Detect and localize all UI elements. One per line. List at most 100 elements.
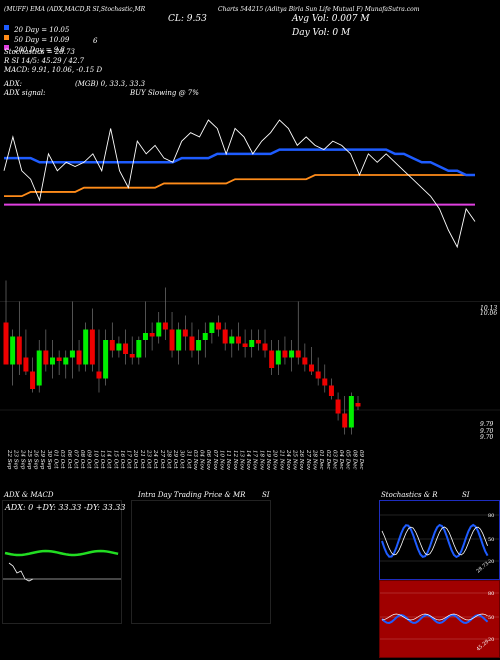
x-tick-label: 12 Nov [232,450,238,471]
x-tick-label: 27 Oct [159,449,165,469]
ema200-extra: 6 [93,37,98,45]
stoch-legend: Stochastics = 28.73 [4,48,75,56]
candle-body [162,322,168,330]
x-tick-label: 31 Oct [185,450,191,469]
price-label-upper-a: 10.13 [480,305,498,312]
candle-body [136,340,142,358]
intraday-panel [131,500,271,624]
candle-body [156,322,162,337]
macd-line [8,562,34,582]
x-tick-label: 04 Dec [338,450,344,470]
right-panel-title-right: SI [462,491,470,499]
x-tick-label: 30 Oct [179,450,185,469]
x-tick-label: 21 Oct [139,449,145,469]
x-tick-label: 20 Oct [132,449,138,469]
x-tick-label: 21 Nov [278,449,284,471]
candle-body [222,329,228,344]
candle-body [309,364,315,372]
ema20-line [4,148,475,177]
rsi-tick-label: 80 [488,591,494,597]
candle-body [176,329,182,351]
candle-body [322,378,328,386]
candle-body [49,357,55,365]
candle-body [242,343,248,347]
candle-body [56,357,62,361]
candle-body [275,350,281,365]
x-tick-label: 17 Oct [126,450,132,469]
candle-body [16,336,22,365]
x-tick-label: 23 Sep [13,449,19,470]
ema50-line [4,174,475,198]
x-tick-label: 05 Dec [345,450,351,470]
mid-panel-title-right: SI [262,491,270,499]
x-tick-label: 08 Dec [351,450,357,470]
candle-body [335,399,341,414]
stoch-d-line [381,526,488,556]
x-tick-label: 07 Nov [212,450,218,471]
x-tick-label: 14 Oct [106,450,112,469]
rsi-line [381,613,489,625]
rsi-signal-line [381,613,488,621]
x-tick-label: 03 Oct [59,450,65,469]
candle-body [43,350,49,365]
candle-body [189,336,195,351]
candle-body [30,371,36,389]
candle-body [23,357,29,372]
rsi-legend: R SI 14/5: 45.29 / 42.7 [4,57,85,65]
candle-body [269,350,275,368]
x-tick-label: 24 Nov [285,449,291,471]
x-tick-label: 28 Oct [165,449,171,469]
x-tick-label: 28 Nov [312,449,318,471]
candle-body [123,343,129,354]
candle-body [109,340,115,351]
x-tick-label: 19 Nov [265,450,271,471]
x-tick-label: 26 Nov [298,449,304,471]
stoch-corner-value: 28.73 [475,561,490,575]
candle-body [202,333,208,340]
candle-body [315,371,321,379]
candle-body [209,322,215,333]
price-label-lower-b: 9.70 [480,428,494,435]
rsi-corner-value: 45.29 [475,639,490,653]
candle-body [116,343,122,351]
candle-body [348,396,354,428]
mid-panel-title: Intra Day Trading Price & MR [138,491,246,499]
x-tick-label: 04 Nov [199,450,205,471]
adx-panel-values: ADX: 0 +DY: 33.33 -DY: 33.33 [5,503,126,512]
x-tick-label: 09 Oct [86,450,92,469]
candle-body [142,333,148,340]
candle-body [169,329,175,351]
adx-label: ADX: [4,80,23,88]
x-tick-label: 10 Nov [219,450,225,471]
candle-body [216,322,222,330]
candle-body [295,350,301,358]
price-chart: 22 Sep 23 Sep 24 Sep 25 Sep 26 Sep 29 Sep 30 S… [0,119,500,471]
adx-line [4,549,119,557]
x-tick-label: 30 Sep [46,450,52,470]
x-tick-label: 11 Nov [225,450,231,471]
price-label-lower-a: 9.79 [480,421,494,428]
candle-body [289,350,295,358]
candle-body [328,385,334,396]
x-tick-label: 03 Dec [331,450,337,470]
x-tick-label: 03 Nov [192,450,198,471]
x-tick-label: 27 Nov [305,449,311,471]
candle-body [342,413,348,428]
candle-body [96,371,102,379]
x-tick-label: 24 Sep [19,449,25,470]
x-tick-label: 14 Nov [245,450,251,471]
x-tick-label: 13 Oct [99,450,105,469]
right-panel-title: Stochastics & R [381,491,438,499]
x-tick-label: 10 Oct [92,450,98,469]
header-left-title: (MUFF) EMA (ADX,MACD,R SI,Stochastic,MR [4,6,146,13]
candle-body [103,340,109,379]
price-label-upper-b: 10.06 [480,310,498,317]
rsi-panel: 80 50 20 45.29 [379,580,500,658]
candle-body [10,336,16,365]
rsi-tick-label: 20 [488,637,494,643]
ema50-legend: 50 Day = 10.09 [4,27,69,46]
candle-body [76,350,82,365]
x-tick-label: 17 Nov [252,450,258,471]
candle-body [262,343,268,351]
header-chart-code: Charts 544215 [218,6,264,13]
